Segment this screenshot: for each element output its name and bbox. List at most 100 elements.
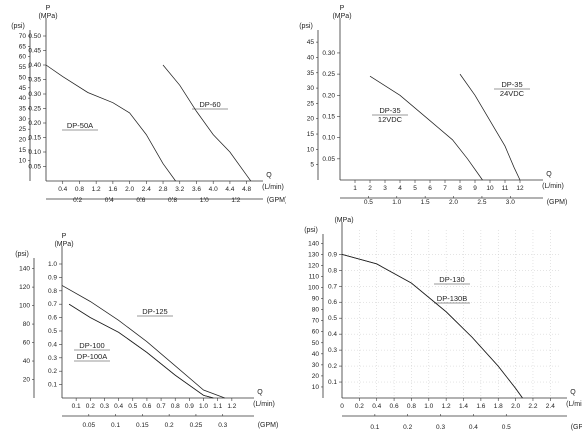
x-top-tick-label: 1.6 bbox=[476, 403, 485, 410]
y-inner-tick-label: 0.9 bbox=[328, 251, 337, 258]
x-bottom-tick-label: 0.2 bbox=[403, 424, 412, 431]
y-inner-tick-label: 0.05 bbox=[28, 164, 41, 171]
y-outer-tick-label: 15 bbox=[307, 131, 315, 138]
x-top-tick-label: 4 bbox=[398, 185, 402, 192]
x-top-tick-label: 2.0 bbox=[511, 403, 520, 410]
x-axis-symbol: Q bbox=[546, 171, 552, 178]
y-outer-unit-label: (psi) bbox=[304, 227, 318, 234]
x-top-tick-label: 0.4 bbox=[58, 186, 67, 193]
x-axis-symbol: Q bbox=[257, 389, 263, 396]
x-top-tick-label: 2.0 bbox=[125, 186, 134, 193]
y-outer-tick-label: 65 bbox=[19, 43, 27, 50]
curve-label-dp-100a: DP-100A bbox=[77, 352, 107, 361]
y-outer-tick-label: 30 bbox=[312, 362, 320, 369]
x-top-tick-label: 0.3 bbox=[100, 403, 109, 410]
x-top-tick-label: 0.4 bbox=[372, 403, 381, 410]
x-bottom-tick-label: 0.3 bbox=[218, 422, 227, 429]
x-top-tick-label: 4.4 bbox=[225, 186, 234, 193]
y-outer-tick-label: 35 bbox=[19, 106, 27, 113]
y-inner-tick-label: 0.4 bbox=[48, 341, 57, 348]
x-bottom-tick-label: 0.2 bbox=[165, 422, 174, 429]
x-bottom-tick-label: 3.0 bbox=[506, 199, 515, 206]
x-bottom-tick-label: 0.3 bbox=[436, 424, 445, 431]
y-outer-tick-label: 60 bbox=[312, 329, 320, 336]
y-outer-tick-label: 70 bbox=[312, 318, 320, 325]
y-outer-tick-label: 140 bbox=[19, 266, 30, 273]
y-inner-unit-label: (MPa) bbox=[334, 217, 353, 224]
y-inner-tick-label: 0.7 bbox=[328, 283, 337, 290]
y-outer-tick-label: 100 bbox=[19, 303, 30, 310]
x-top-tick-label: 11 bbox=[502, 185, 509, 192]
x-top-tick-label: 1.4 bbox=[459, 403, 468, 410]
y-outer-tick-label: 20 bbox=[312, 373, 320, 380]
y-inner-unit-label: (MPa) bbox=[332, 13, 351, 20]
y-inner-tick-label: 0.8 bbox=[328, 267, 337, 274]
y-outer-tick-label: 45 bbox=[19, 85, 27, 92]
x-top-tick-label: 1.2 bbox=[442, 403, 451, 410]
y-outer-tick-label: 130 bbox=[308, 251, 319, 258]
x-bottom-tick-label: 0.2 bbox=[73, 197, 82, 204]
y-outer-tick-label: 50 bbox=[19, 74, 27, 81]
x-bottom-tick-label: 0.6 bbox=[136, 197, 145, 204]
curve-label-dp-60: DP-60 bbox=[199, 100, 220, 109]
y-inner-tick-label: 0.3 bbox=[328, 347, 337, 354]
y-outer-tick-label: 60 bbox=[23, 340, 31, 347]
x-axis-symbol: Q bbox=[570, 389, 576, 396]
y-inner-tick-label: 0.30 bbox=[322, 50, 335, 57]
y-outer-tick-label: 80 bbox=[23, 321, 31, 328]
x-top-tick-label: 2 bbox=[368, 185, 372, 192]
y-inner-tick-label: 0.25 bbox=[322, 71, 335, 78]
y-inner-tick-label: 0.1 bbox=[48, 382, 57, 389]
y-inner-tick-label: 0.30 bbox=[28, 91, 41, 98]
y-axis-symbol: P bbox=[340, 5, 345, 12]
y-axis-symbol: P bbox=[342, 215, 347, 216]
y-outer-tick-label: 45 bbox=[307, 39, 315, 46]
curve-dp-60 bbox=[162, 64, 252, 182]
y-inner-tick-label: 0.8 bbox=[48, 288, 57, 295]
curve-label-dp-130b: DP-130B bbox=[437, 294, 467, 303]
x-bottom-unit-label: (GPM) bbox=[547, 199, 568, 206]
x-top-tick-label: 1.0 bbox=[424, 403, 433, 410]
x-top-tick-label: 4.8 bbox=[242, 186, 251, 193]
y-outer-tick-label: 5 bbox=[310, 162, 314, 169]
y-inner-tick-label: 0.10 bbox=[322, 135, 335, 142]
curve-dp-35 bbox=[459, 73, 521, 181]
x-top-tick-label: 12 bbox=[516, 185, 524, 192]
y-outer-unit-label: (psi) bbox=[299, 23, 313, 30]
y-outer-tick-label: 70 bbox=[19, 33, 27, 40]
y-outer-tick-label: 50 bbox=[312, 340, 320, 347]
y-outer-tick-label: 20 bbox=[23, 377, 31, 384]
curve-dp-100a bbox=[68, 303, 214, 399]
x-bottom-tick-label: 0.15 bbox=[136, 422, 149, 429]
curve-label-dp-35: DP-35 bbox=[379, 106, 400, 115]
y-axis-symbol: P bbox=[62, 233, 67, 240]
chart-panel-dp50a-dp60: 0.05 0.10 0.15 0.20 0.25 0.30 0.35 0.40 0.45 0.50… bbox=[0, 0, 286, 215]
y-inner-unit-label: (MPa) bbox=[54, 241, 73, 248]
y-outer-tick-label: 60 bbox=[19, 54, 27, 61]
x-bottom-tick-label: 0.5 bbox=[502, 424, 511, 431]
y-outer-tick-label: 120 bbox=[308, 262, 319, 269]
y-outer-tick-label: 15 bbox=[19, 147, 27, 154]
y-outer-tick-label: 10 bbox=[312, 384, 320, 391]
curve-dp-35 bbox=[369, 75, 483, 181]
y-outer-tick-label: 80 bbox=[312, 307, 320, 314]
x-top-unit-label: (L/min) bbox=[253, 401, 275, 408]
x-top-tick-label: 1.1 bbox=[213, 403, 222, 410]
x-bottom-tick-label: 0.5 bbox=[364, 199, 373, 206]
y-inner-tick-label: 0.2 bbox=[328, 363, 337, 370]
y-outer-tick-label: 10 bbox=[19, 157, 27, 164]
x-top-tick-label: 1.6 bbox=[108, 186, 117, 193]
chart-svg: 0.1 0.2 0.3 0.4 0.5 0.6 0.7 0.8 0.9 10 20 30 40 50 60 7… bbox=[304, 215, 582, 431]
y-outer-tick-label: 25 bbox=[307, 100, 315, 107]
x-top-tick-label: 0.4 bbox=[114, 403, 123, 410]
y-inner-tick-label: 0.15 bbox=[28, 135, 41, 142]
y-inner-tick-label: 0.3 bbox=[48, 355, 57, 362]
y-inner-tick-label: 0.6 bbox=[328, 299, 337, 306]
x-top-tick-label: 0.8 bbox=[171, 403, 180, 410]
x-top-tick-label: 10 bbox=[486, 185, 494, 192]
chart-panel-dp35: 0.05 0.10 0.15 0.20 0.25 0.30 5 10 15 20 25 30 35 40 4… bbox=[291, 0, 582, 215]
y-outer-tick-label: 120 bbox=[19, 284, 30, 291]
x-bottom-tick-label: 0.1 bbox=[111, 422, 120, 429]
y-inner-tick-label: 0.40 bbox=[28, 62, 41, 69]
x-bottom-tick-label: 2.0 bbox=[449, 199, 458, 206]
